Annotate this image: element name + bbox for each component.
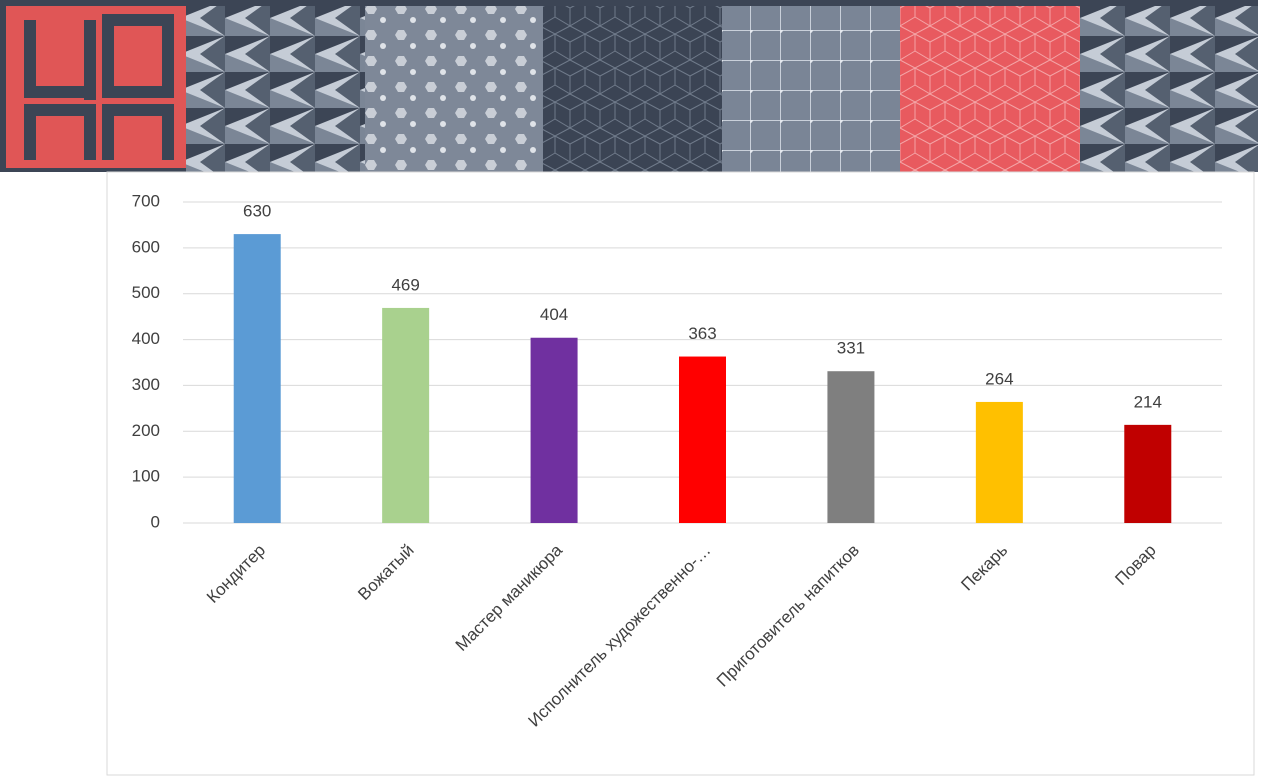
bar bbox=[530, 337, 578, 523]
value-label: 469 bbox=[391, 275, 419, 294]
y-tick-label: 500 bbox=[132, 283, 160, 302]
value-label: 630 bbox=[243, 202, 271, 221]
bar bbox=[233, 234, 281, 523]
bar bbox=[827, 371, 875, 523]
y-tick-label: 100 bbox=[132, 467, 160, 486]
y-tick-label: 200 bbox=[132, 421, 160, 440]
banner bbox=[0, 0, 1258, 172]
value-label: 264 bbox=[985, 369, 1013, 388]
bar bbox=[679, 356, 726, 523]
value-label: 404 bbox=[540, 305, 568, 324]
bar bbox=[382, 307, 430, 523]
value-label: 331 bbox=[837, 339, 865, 358]
value-label: 214 bbox=[1134, 392, 1162, 411]
y-tick-label: 700 bbox=[132, 191, 160, 210]
bar bbox=[975, 401, 1023, 523]
y-tick-label: 600 bbox=[132, 237, 160, 256]
y-tick-label: 0 bbox=[151, 512, 160, 531]
value-label: 363 bbox=[688, 324, 716, 343]
bar bbox=[1124, 424, 1172, 523]
y-tick-label: 400 bbox=[132, 329, 160, 348]
y-tick-label: 300 bbox=[132, 375, 160, 394]
